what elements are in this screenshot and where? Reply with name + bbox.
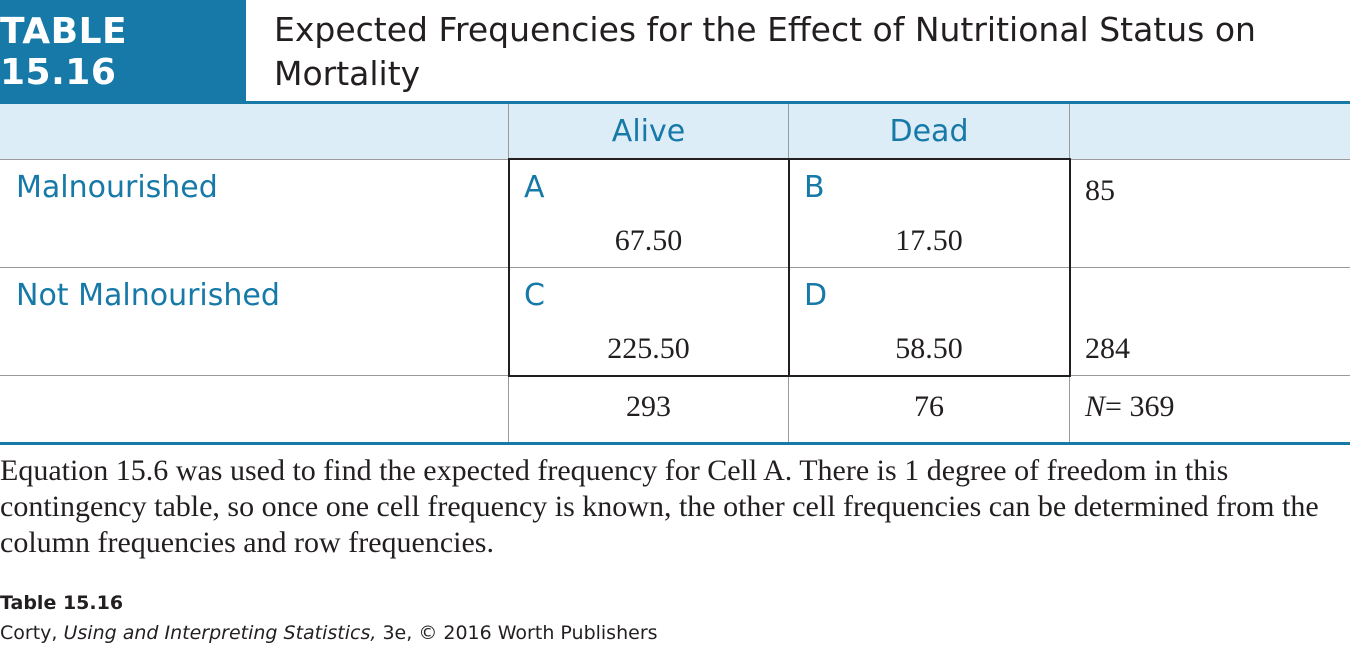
grand-total-value: 369	[1129, 390, 1175, 423]
column-header-alive: Alive	[611, 114, 686, 149]
row-label-not-malnourished: Not Malnourished	[16, 278, 280, 313]
cell-box-divider	[788, 158, 790, 377]
contingency-table: Alive Dead Malnourished A 67.50 B 17.50 …	[0, 104, 1350, 442]
cell-value-d: 58.50	[895, 332, 963, 365]
source-book: Using and Interpreting Statistics,	[63, 622, 377, 644]
table-caption: Equation 15.6 was used to find the expec…	[0, 454, 1319, 559]
grand-total-equals: =	[1105, 390, 1122, 423]
header-rule	[0, 101, 1350, 104]
column-total-alive: 293	[626, 390, 671, 423]
source-credit: Corty, Using and Interpreting Statistics…	[0, 622, 658, 644]
table-bottom-rule	[0, 442, 1350, 445]
table-header: TABLE 15.16 Expected Frequencies for the…	[0, 0, 1350, 104]
grand-total-symbol: N	[1085, 390, 1106, 423]
cell-letter-b: B	[804, 170, 825, 205]
cell-letter-d: D	[804, 278, 828, 313]
table-title: Expected Frequencies for the Effect of N…	[274, 10, 1256, 93]
grid-line	[0, 267, 1350, 268]
cell-value-b: 17.50	[895, 224, 963, 257]
column-header-dead: Dead	[889, 114, 969, 149]
cell-value-a: 67.50	[614, 224, 683, 257]
row-label-malnourished: Malnourished	[16, 170, 218, 205]
source-author: Corty,	[0, 622, 58, 644]
cell-letter-c: C	[524, 278, 545, 313]
source-table-label: Table 15.16	[0, 592, 124, 614]
table-number-tag: TABLE 15.16	[0, 0, 246, 103]
source-publisher: 3e, © 2016 Worth Publishers	[382, 622, 658, 644]
cell-value-c: 225.50	[607, 332, 690, 365]
row-total-not-malnourished: 284	[1085, 332, 1130, 365]
column-header-total	[1070, 104, 1350, 159]
column-header-row	[0, 104, 1350, 159]
grand-total: N= 369	[1085, 390, 1174, 424]
column-total-dead: 76	[914, 390, 944, 423]
cell-letter-a: A	[524, 170, 545, 205]
row-total-malnourished: 85	[1085, 174, 1115, 207]
